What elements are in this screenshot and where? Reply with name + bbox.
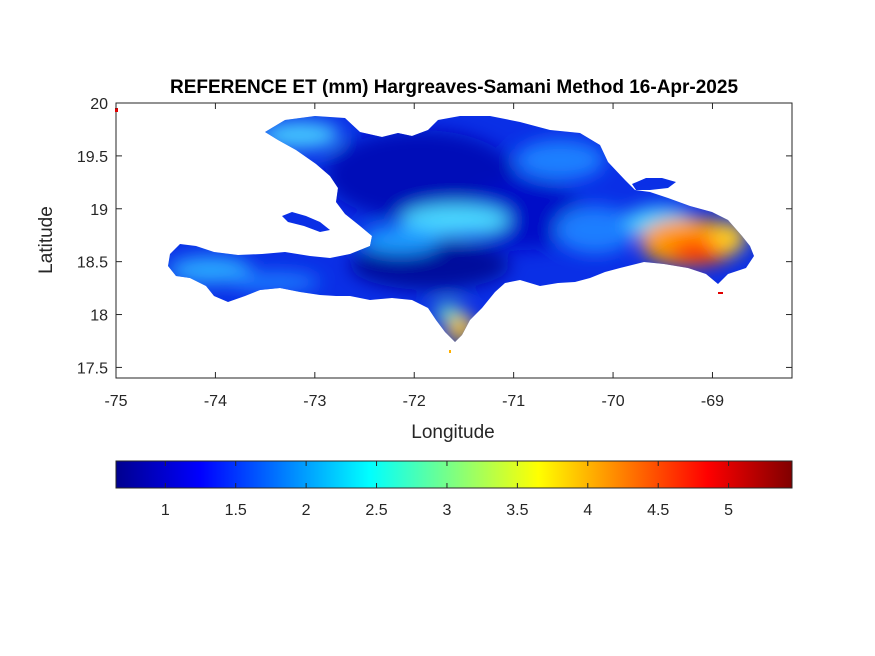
colorbar-tick-label: 5 — [724, 502, 733, 519]
colorbar-tick-label: 4.5 — [647, 502, 669, 519]
region-blob — [434, 304, 462, 320]
x-tick-label: -71 — [502, 393, 525, 410]
y-axis-label: Latitude — [36, 206, 57, 274]
region-blob — [515, 140, 605, 180]
y-axis-ticks: 17.5 18 18.5 19 19.5 20 — [77, 96, 792, 377]
data-speck — [449, 350, 451, 353]
colorbar-ticks: 1 1.5 2 2.5 3 3.5 4 4.5 5 — [161, 461, 733, 519]
x-tick-label: -72 — [403, 393, 426, 410]
region-blob — [555, 206, 635, 254]
data-speck — [718, 292, 723, 294]
x-axis-label: Longitude — [411, 422, 494, 443]
colorbar-tick-label: 3 — [443, 502, 452, 519]
y-tick-label: 17.5 — [77, 360, 108, 377]
colorbar-tick-label: 2.5 — [365, 502, 387, 519]
region-blob — [168, 256, 252, 284]
x-tick-label: -75 — [104, 393, 127, 410]
colorbar-tick-label: 2 — [302, 502, 311, 519]
region-blob — [230, 272, 320, 292]
colorbar-tick-label: 4 — [583, 502, 592, 519]
y-tick-label: 18 — [90, 308, 108, 325]
colorbar-tick-label: 3.5 — [506, 502, 528, 519]
colorbar-tick-label: 1 — [161, 502, 170, 519]
y-tick-label: 19 — [90, 202, 108, 219]
region-blob — [325, 130, 515, 220]
colorbar-tick-label: 1.5 — [225, 502, 247, 519]
colorbar — [115, 460, 793, 489]
x-tick-label: -73 — [303, 393, 326, 410]
data-speck — [115, 108, 118, 112]
chart-title: REFERENCE ET (mm) Hargreaves-Samani Meth… — [170, 77, 738, 98]
y-tick-label: 20 — [90, 96, 108, 113]
region-blob — [360, 226, 440, 254]
region-blob — [400, 204, 510, 236]
region-blob — [465, 180, 585, 250]
x-tick-label: -74 — [204, 393, 227, 410]
y-tick-label: 19.5 — [77, 149, 108, 166]
x-axis-ticks: -75 -74 -73 -72 -71 -70 -69 — [104, 103, 724, 410]
x-tick-label: -69 — [701, 393, 724, 410]
x-tick-label: -70 — [601, 393, 624, 410]
y-tick-label: 18.5 — [77, 255, 108, 272]
